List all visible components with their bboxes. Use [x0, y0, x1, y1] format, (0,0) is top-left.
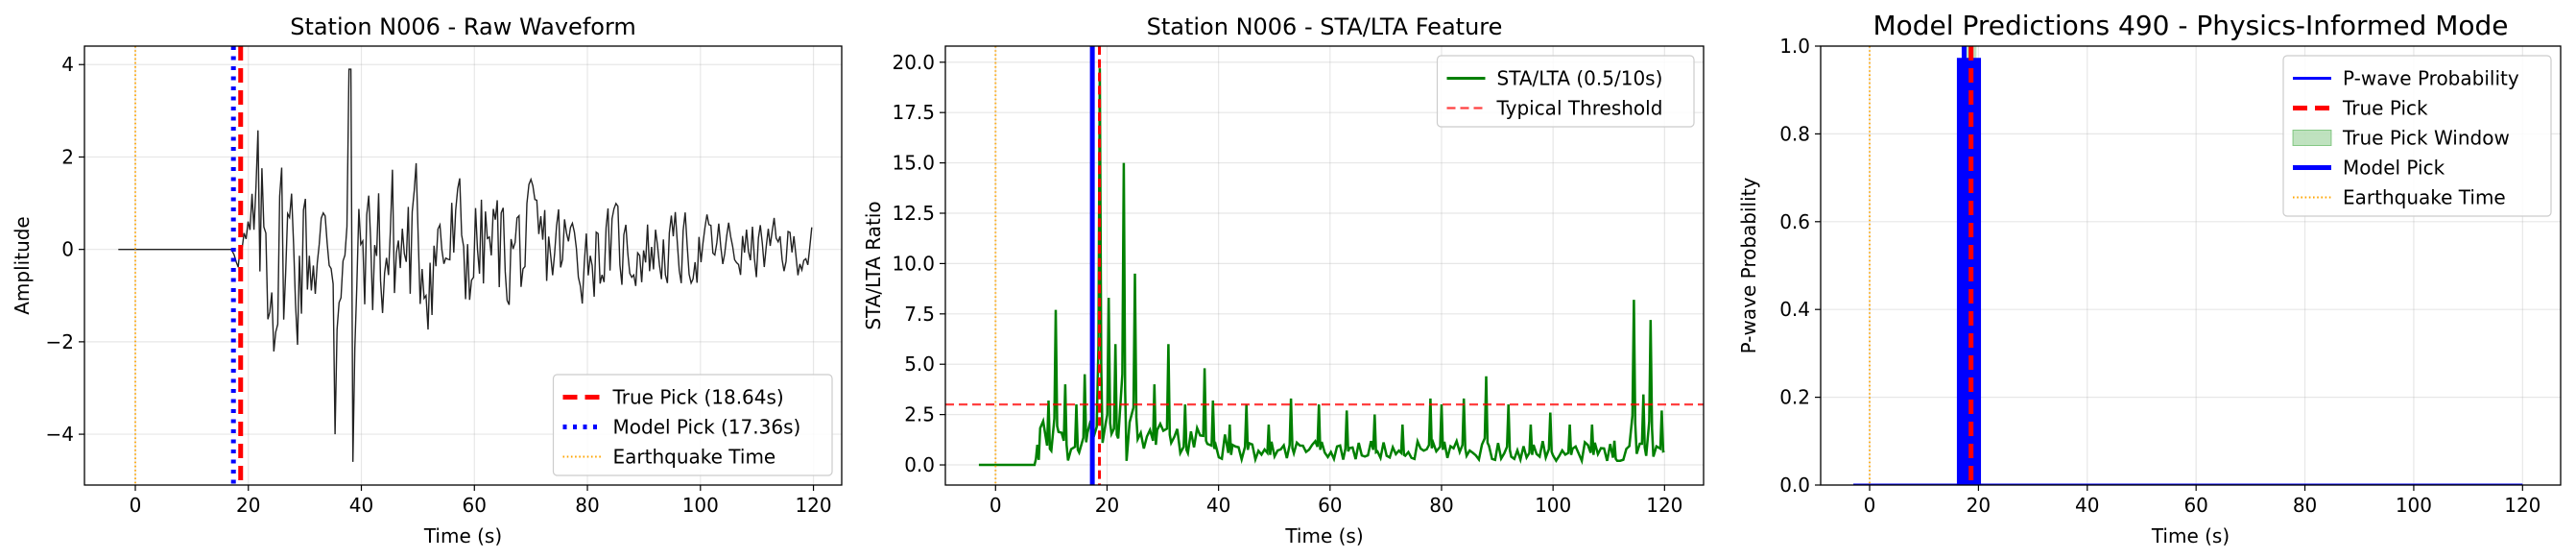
x-axis-label: Time (s)	[2151, 524, 2230, 547]
plot-area	[118, 46, 813, 485]
y-tick-label: 20.0	[892, 51, 935, 74]
y-tick-label: 4	[61, 53, 74, 76]
x-tick-label: 120	[2504, 494, 2540, 517]
y-tick-label: 0.4	[1779, 298, 1810, 321]
chart-title: Station N006 - Raw Waveform	[290, 13, 636, 40]
y-axis-label: Amplitude	[11, 216, 34, 315]
chart-1: 0 20 40 60 80 100 120 −4 −2 0 2 4 Station N006 - Raw…	[11, 13, 843, 547]
chart-title: Model Predictions 490 - Physics-Informed…	[1872, 10, 2508, 41]
legend-label: Earthquake Time	[613, 446, 776, 469]
legend-label: Model Pick (17.36s)	[613, 416, 801, 439]
series-line-stalta	[978, 68, 1665, 467]
x-tick-label: 80	[575, 494, 599, 517]
x-tick-label: 100	[1535, 494, 1571, 517]
x-tick-label: 120	[795, 494, 831, 517]
y-axis-label: STA/LTA Ratio	[862, 201, 885, 329]
x-tick-label: 120	[1646, 494, 1682, 517]
legend-label: Earthquake Time	[2343, 186, 2506, 209]
axes-frame	[1820, 45, 2562, 486]
chart-title: Station N006 - STA/LTA Feature	[1147, 13, 1503, 40]
y-tick-label: 0.2	[1779, 386, 1810, 409]
y-tick-label: 17.5	[892, 101, 935, 124]
legend-box	[552, 374, 833, 476]
y-tick-label: 0	[61, 238, 74, 261]
y-tick-label: 12.5	[892, 202, 935, 225]
x-tick-label: 60	[1318, 494, 1342, 517]
axes-frame	[944, 45, 1705, 486]
x-tick-label: 0	[990, 494, 1002, 517]
y-tick-label: 2.5	[904, 403, 935, 426]
ticks: 0 20 40 60 80 100 120 −4 −2 0 2 4	[46, 53, 832, 517]
ticks: 0 20 40 60 80 100 120 0.0 0.2 0.4 0.6 0.8 1.0	[1779, 35, 2540, 517]
y-axis-label: P-wave Probability	[1737, 178, 1760, 354]
y-tick-label: 0.0	[1779, 474, 1810, 497]
y-tick-label: 5.0	[904, 352, 935, 376]
y-tick-label: 10.0	[892, 252, 935, 275]
legend-label: True Pick Window	[2342, 127, 2510, 150]
axes-frame	[83, 45, 843, 486]
x-tick-label: 60	[463, 494, 487, 517]
ticks: 0 20 40 60 80 100 120 0.0 2.5 5.0 7.5 10.0 12.5 15.0 1…	[892, 51, 1682, 517]
legend-label: STA/LTA (0.5/10s)	[1497, 67, 1663, 90]
y-tick-label: 7.5	[904, 303, 935, 326]
legend-swatch	[2292, 130, 2332, 146]
legend-box	[2282, 55, 2552, 217]
x-tick-label: 40	[1206, 494, 1230, 517]
x-tick-label: 60	[2183, 494, 2207, 517]
x-tick-label: 20	[236, 494, 260, 517]
plot-area	[1853, 46, 2523, 485]
chart-3: 0 20 40 60 80 100 120 0.0 0.2 0.4 0.6 0.8 1.0 Model P…	[1737, 10, 2562, 547]
legend: P-wave Probability True Pick True Pick Win…	[2282, 55, 2552, 217]
y-tick-label: 15.0	[892, 152, 935, 175]
legend: True Pick (18.64s) Model Pick (17.36s) Ear…	[552, 374, 833, 476]
x-tick-label: 0	[130, 494, 142, 517]
legend-label: Model Pick	[2343, 157, 2445, 180]
x-tick-label: 40	[349, 494, 373, 517]
y-tick-label: 0.8	[1779, 122, 1810, 145]
legend-label: True Pick	[2342, 97, 2428, 120]
x-tick-label: 20	[1095, 494, 1119, 517]
x-axis-label: Time (s)	[1284, 524, 1363, 547]
y-tick-label: 2	[61, 145, 74, 168]
y-tick-label: 1.0	[1779, 35, 1810, 58]
plot-area	[945, 46, 1704, 485]
x-tick-label: 100	[2396, 494, 2432, 517]
legend-label: True Pick (18.64s)	[612, 386, 784, 409]
x-tick-label: 80	[2293, 494, 2317, 517]
series-line-waveform	[118, 68, 813, 462]
x-tick-label: 80	[1429, 494, 1453, 517]
y-tick-label: 0.6	[1779, 210, 1810, 233]
legend-label: P-wave Probability	[2343, 67, 2519, 90]
legend-box	[1436, 55, 1695, 128]
y-tick-label: 0.0	[904, 453, 935, 476]
x-tick-label: 100	[682, 494, 719, 517]
grid	[945, 46, 1704, 485]
x-tick-label: 0	[1864, 494, 1876, 517]
legend: STA/LTA (0.5/10s) Typical Threshold	[1436, 55, 1695, 128]
x-axis-label: Time (s)	[423, 524, 502, 547]
x-tick-label: 20	[1967, 494, 1991, 517]
legend-label: Typical Threshold	[1496, 97, 1663, 120]
x-tick-label: 40	[2075, 494, 2099, 517]
y-tick-label: −2	[46, 330, 74, 353]
y-tick-label: −4	[46, 423, 74, 446]
chart-2: 0 20 40 60 80 100 120 0.0 2.5 5.0 7.5 10.0 12.5 15.0 1…	[862, 13, 1705, 547]
